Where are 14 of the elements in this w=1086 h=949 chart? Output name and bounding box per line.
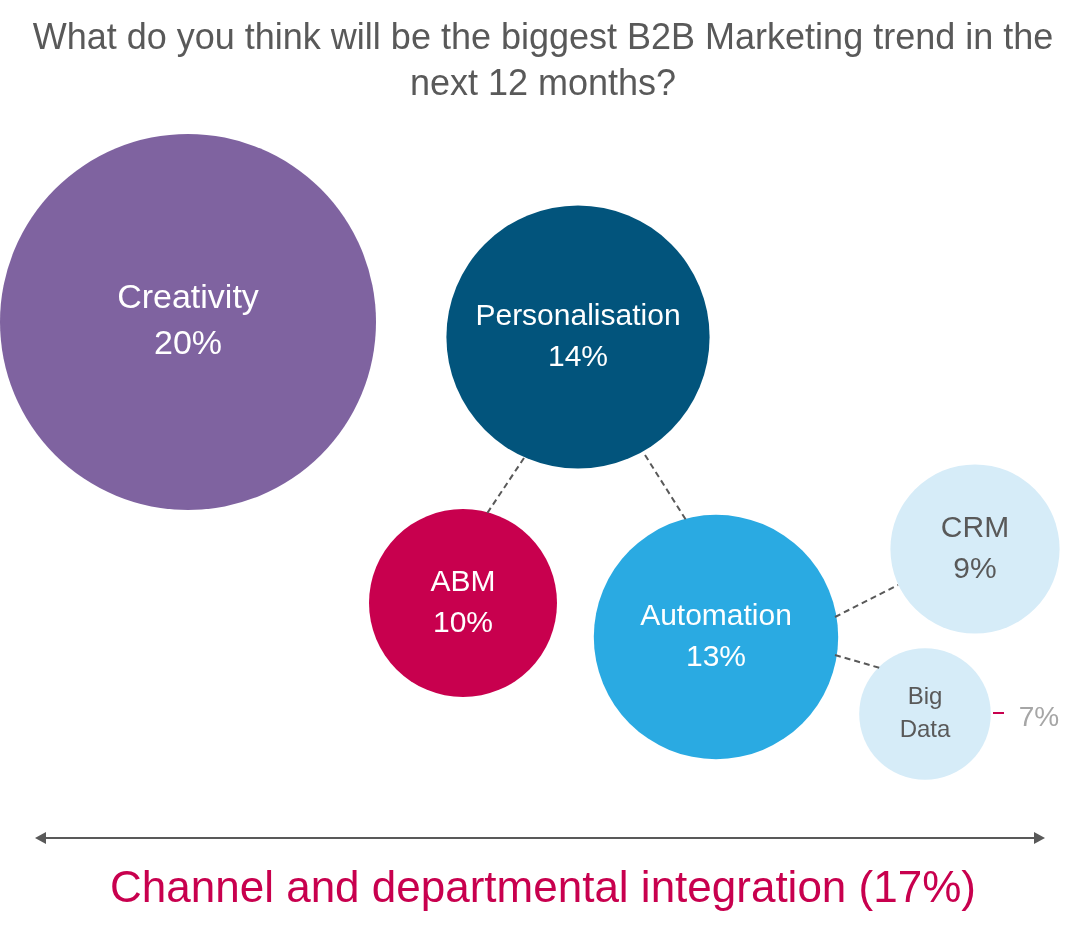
data-label: 10% <box>432 604 494 638</box>
data-label: 13% <box>685 638 747 672</box>
category-label: Personalisation <box>475 298 681 332</box>
data-label: 20% <box>153 323 223 362</box>
data-label: 9% <box>953 550 997 584</box>
category-label: Automation <box>640 598 792 632</box>
category-label: CRM <box>940 510 1010 544</box>
data-label: 7% <box>1018 700 1060 732</box>
category-label: Creativity <box>117 277 259 316</box>
text: Channel and departmental integration (17%) <box>109 862 977 912</box>
data-label: 14% <box>547 338 609 372</box>
category-label: Big Data <box>899 682 951 742</box>
category-label: ABM <box>430 564 496 598</box>
text: What do you think will be the biggest B2B Marketing trend in the next 12 months? <box>31 15 1055 105</box>
